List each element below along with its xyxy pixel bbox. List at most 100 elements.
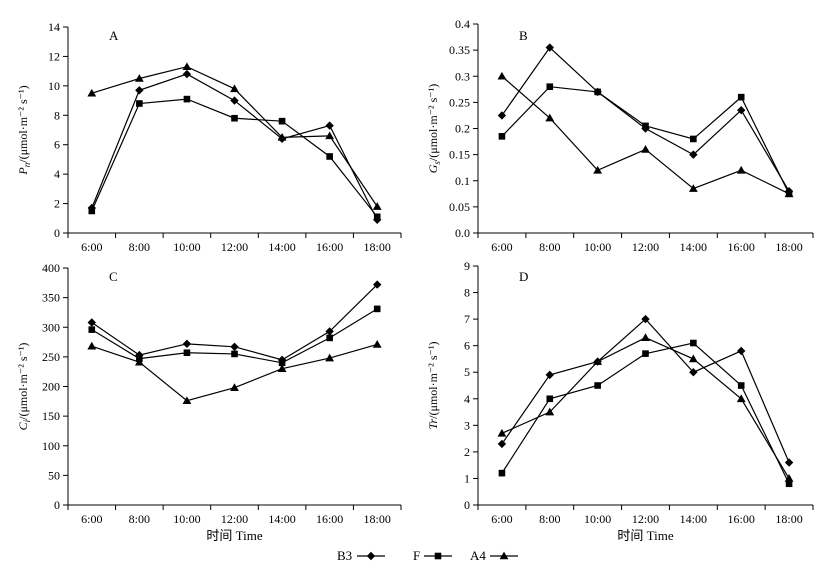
series-line [501,86,790,195]
y-axis-title-main: P [16,167,30,176]
x-tick-label: 16:00 [728,240,755,254]
series-f [88,95,381,221]
data-point [326,334,333,342]
data-point [182,339,192,349]
y-axis-title-unit: /(μmol·m⁻² s⁻¹) [16,343,30,420]
y-tick-label: 7 [464,312,470,326]
legend-label: F [413,548,420,563]
x-tick-label: 18:00 [364,512,391,526]
data-point [325,353,335,362]
series-line [91,73,378,221]
data-point [784,458,794,467]
data-point [497,111,507,120]
panel-letter: A [109,28,119,43]
y-tick-label: 0.15 [449,148,470,162]
y-axis-title-main: C [16,421,30,430]
y-tick-label: 250 [42,350,60,364]
y-tick-label: 8 [464,286,470,300]
x-tick-label: 6:00 [81,240,102,254]
y-tick-label: 2 [464,445,470,459]
legend: B3 F A4 [337,548,518,563]
panel-letter: C [109,269,118,284]
data-point [545,370,554,380]
data-point [87,318,96,327]
series-line [501,46,790,192]
data-point [545,113,555,122]
y-tick-label: 6 [54,138,60,152]
x-axis-title: 时间 Time [206,528,262,543]
series-b3 [497,43,794,196]
x-tick-label: 18:00 [775,512,802,526]
data-point [546,395,554,403]
legend-marker [366,551,376,561]
data-point [231,114,238,122]
data-point [277,364,287,373]
data-point [546,83,554,90]
y-axis-title-sub: s [432,161,442,165]
legend-label: B3 [337,548,352,563]
data-point [278,117,286,125]
data-point [545,43,554,52]
data-point [784,474,794,482]
data-point [231,350,238,358]
data-point [182,69,192,79]
data-point [594,382,601,389]
data-point [182,396,192,405]
x-axis-title: 时间 Time [617,528,673,543]
y-axis-title-unit: /(μmol·m⁻² s⁻¹) [16,85,30,162]
y-axis-title-unit: /(μmol·m⁻² s⁻¹) [426,84,440,161]
data-point [88,326,96,333]
data-point [641,314,650,324]
panel-c: 0 50 100 150 200 250 300 350 400 6:00 8:00 10:00 12:… [16,261,402,543]
data-point [737,93,745,101]
y-tick-label: 4 [54,167,60,181]
x-tick-label: 8:00 [129,240,150,254]
series-line [501,342,790,485]
y-tick-label: 0.2 [455,122,470,136]
data-point [736,394,746,403]
series-a4 [497,71,794,198]
legend-marker [434,552,442,560]
x-tick-label: 16:00 [316,512,343,526]
data-point [498,133,506,140]
y-tick-label: 200 [42,380,60,394]
legend-label: A4 [470,548,486,563]
data-point [325,131,335,140]
y-tick-label: 0 [54,498,60,512]
data-point [136,100,143,107]
panel-letter: B [519,28,528,43]
y-tick-label: 9 [464,259,470,273]
data-point [641,333,650,341]
data-point [545,407,555,416]
y-tick-label: 150 [42,409,60,423]
data-point [593,357,603,365]
y-tick-label: 50 [48,468,60,482]
y-tick-label: 4 [464,392,470,406]
data-point [737,106,746,115]
y-tick-label: 3 [464,418,470,432]
x-tick-label: 12:00 [221,512,248,526]
legend-item-b3: B3 [337,548,385,563]
data-point [498,469,506,477]
data-point [497,428,507,437]
panel-b: 0.0 0.05 0.1 0.15 0.2 0.25 0.3 0.35 0.4 6:00 8:00 1… [426,17,814,254]
data-point [641,145,650,153]
y-tick-label: 10 [48,79,60,93]
y-tick-label: 0 [464,498,470,512]
data-point [737,346,746,356]
x-tick-label: 14:00 [268,512,295,526]
legend-item-a4: A4 [470,548,518,563]
data-point [326,153,333,160]
x-tick-label: 8:00 [539,512,560,526]
data-point [278,359,286,367]
x-tick-label: 12:00 [632,240,659,254]
x-tick-label: 6:00 [491,240,512,254]
y-tick-label: 0.25 [449,95,470,109]
data-point [688,184,698,192]
x-tick-label: 16:00 [728,512,755,526]
data-point [182,62,192,71]
data-point [325,327,334,336]
y-tick-label: 0.35 [449,43,470,57]
x-tick-label: 12:00 [632,512,659,526]
y-axis-title: Tr/(μmol·m⁻² s⁻¹) [426,342,440,430]
